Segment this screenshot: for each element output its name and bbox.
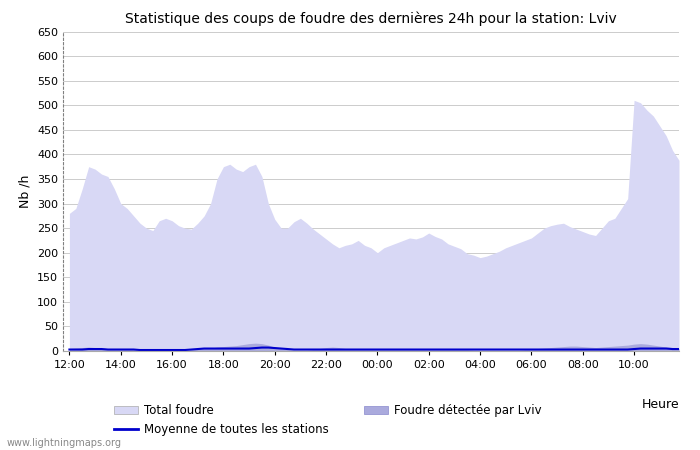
Y-axis label: Nb /h: Nb /h [18, 175, 32, 208]
Legend: Total foudre, Moyenne de toutes les stations, Foudre détectée par Lviv: Total foudre, Moyenne de toutes les stat… [110, 400, 546, 441]
Text: Heure: Heure [641, 398, 679, 411]
Text: www.lightningmaps.org: www.lightningmaps.org [7, 438, 122, 448]
Title: Statistique des coups de foudre des dernières 24h pour la station: Lviv: Statistique des coups de foudre des dern… [125, 12, 617, 26]
